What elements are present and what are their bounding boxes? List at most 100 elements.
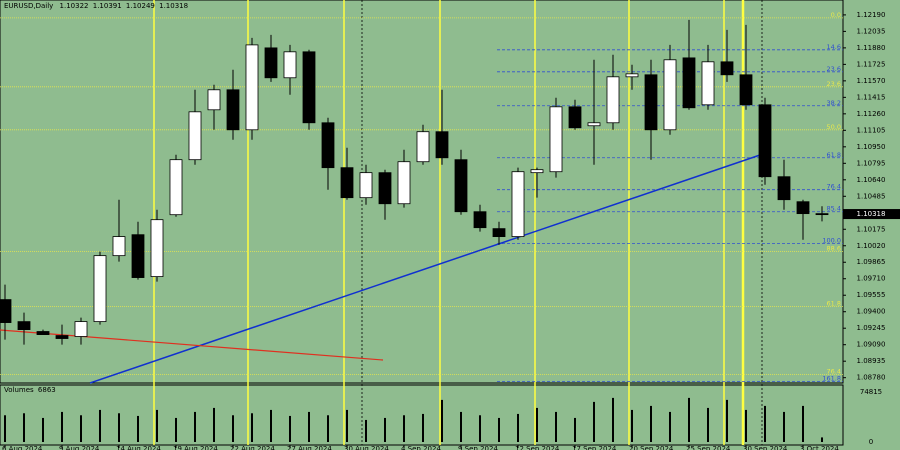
- price-axis: 1.12190 1.12035 1.11880 1.11725 1.11570 1.114…: [843, 11, 900, 446]
- candle-body: [777, 176, 791, 201]
- x-tick-label: 3 Oct 2024: [800, 445, 839, 450]
- candle-body: [36, 331, 50, 335]
- x-tick-label: 14 Aug 2024: [116, 445, 161, 450]
- y-tick-label: 1.08780: [857, 374, 886, 382]
- candle-body: [359, 172, 373, 199]
- fib-label: 161.8: [822, 375, 841, 383]
- fib-label: 88.6: [827, 245, 841, 253]
- y-tick-label: 1.11105: [857, 126, 886, 134]
- candle-body: [492, 228, 506, 238]
- candle-body: [340, 167, 354, 199]
- candle-body: [131, 234, 145, 278]
- candle-body: [701, 61, 715, 106]
- candle-body: [587, 122, 601, 127]
- volume-tick-label: 74815: [860, 388, 882, 396]
- fib-label: 23.6: [827, 80, 841, 88]
- fib-label: 14.6: [827, 43, 841, 51]
- candle-body: [568, 106, 582, 129]
- fib-label: 61.8: [827, 300, 841, 308]
- y-tick-label: 1.08935: [857, 357, 886, 365]
- y-tick-label: 1.09090: [857, 341, 886, 349]
- volume-pane: [0, 384, 844, 446]
- y-tick-label: 1.10020: [857, 242, 886, 250]
- candle-body: [321, 122, 335, 169]
- candle-body: [682, 57, 696, 109]
- candle-body: [549, 106, 563, 173]
- candle-body: [169, 159, 183, 216]
- candle-body: [55, 335, 69, 339]
- fib-label: 50.0: [827, 123, 841, 131]
- fib-label: 61.8: [827, 151, 841, 159]
- y-tick-label: 1.10175: [857, 225, 886, 233]
- x-tick-label: 9 Sep 2024: [458, 445, 498, 450]
- low: 1.10249: [126, 2, 155, 10]
- candle-body: [796, 201, 810, 215]
- candle-body: [378, 172, 392, 205]
- x-tick-label: 12 Sep 2024: [515, 445, 560, 450]
- y-tick-label: 1.09710: [857, 275, 886, 283]
- candle-body: [207, 89, 221, 111]
- fib-label: 0.0: [831, 11, 841, 19]
- candle-body: [302, 51, 316, 124]
- volume-tick-label: 0: [869, 438, 873, 446]
- volume-last: 6863: [38, 386, 56, 394]
- candle-body: [150, 219, 164, 278]
- volumes: [4, 397, 823, 442]
- candle-body: [0, 299, 12, 323]
- candle-body: [644, 74, 658, 131]
- x-tick-label: 30 Aug 2024: [344, 445, 389, 450]
- y-tick-label: 1.09865: [857, 258, 886, 266]
- candle-body: [397, 161, 411, 205]
- y-tick-label: 1.11570: [857, 77, 886, 85]
- price-marker: [843, 209, 900, 220]
- volume-title: Volumes 6863: [4, 386, 56, 394]
- y-tick-label: 1.10795: [857, 159, 886, 167]
- candle-body: [283, 51, 297, 79]
- candle-body: [815, 213, 829, 216]
- x-tick-label: 30 Sep 2024: [743, 445, 788, 450]
- y-tick-label: 1.09555: [857, 291, 886, 299]
- x-tick-label: 19 Aug 2024: [173, 445, 218, 450]
- y-tick-label: 1.09400: [857, 308, 886, 316]
- main-pane: [0, 0, 844, 384]
- candle-body: [435, 131, 449, 159]
- candle-body: [530, 169, 544, 174]
- candle-body: [739, 74, 753, 106]
- y-tick-label: 1.11880: [857, 44, 886, 52]
- y-tick-label: 1.11725: [857, 60, 886, 68]
- fib-label: 23.6: [827, 65, 841, 73]
- y-tick-label: 1.11415: [857, 93, 886, 101]
- candle-body: [245, 44, 259, 131]
- candle-body: [17, 321, 31, 330]
- candle-body: [112, 236, 126, 257]
- candle-body: [720, 61, 734, 76]
- candle-body: [663, 59, 677, 131]
- x-tick-label: 17 Sep 2024: [572, 445, 617, 450]
- price-marker-label: 1.10318: [857, 210, 886, 218]
- candle-body: [454, 159, 468, 213]
- x-tick-label: 9 Aug 2024: [59, 445, 100, 450]
- candle-body: [625, 73, 639, 78]
- candle-body: [416, 131, 430, 163]
- fib-label: 76.4: [827, 367, 841, 375]
- candle-body: [606, 76, 620, 124]
- x-tick-label: 20 Sep 2024: [629, 445, 674, 450]
- close: 1.10318: [159, 2, 188, 10]
- high: 1.10391: [93, 2, 122, 10]
- trend-line: [89, 154, 761, 384]
- candle-body: [511, 171, 525, 238]
- x-tick-label: 4 Sep 2024: [401, 445, 441, 450]
- candle-body: [74, 321, 88, 337]
- fib-label: 100.0: [822, 237, 841, 245]
- fib-label: 85.4: [827, 205, 841, 213]
- date-axis: 6 Aug 2024 9 Aug 2024 14 Aug 2024 19 Aug 20…: [2, 445, 839, 450]
- y-tick-label: 1.10640: [857, 176, 886, 184]
- y-tick-label: 1.12190: [857, 11, 886, 19]
- y-tick-label: 1.10485: [857, 192, 886, 200]
- candle-body: [93, 255, 107, 323]
- x-tick-label: 22 Aug 2024: [230, 445, 275, 450]
- trend-line: [0, 329, 384, 361]
- candle-body: [473, 211, 487, 229]
- fib-label: 38.2: [827, 99, 841, 107]
- y-tick-label: 1.09245: [857, 324, 886, 332]
